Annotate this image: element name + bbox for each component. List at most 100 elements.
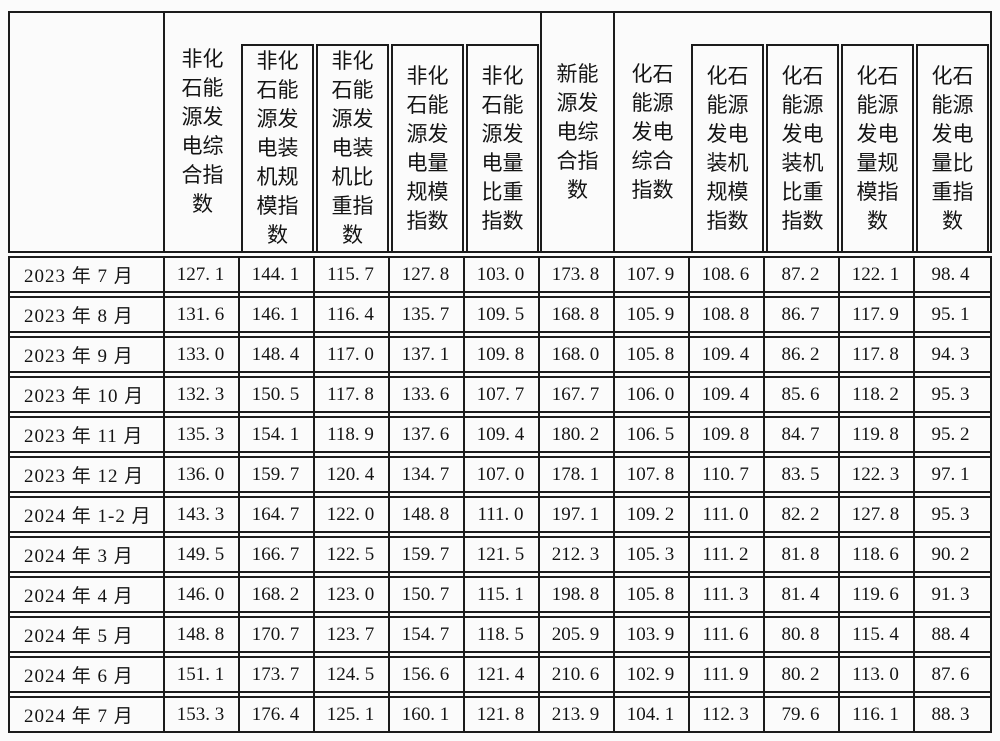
period-cell: 2024 年 4 月: [24, 586, 134, 607]
value-cell: 81. 8: [781, 543, 820, 565]
header-cell-box: 非化石能源发电量规模指数: [391, 44, 464, 251]
header-cell-box: 化石能源发电装机比重指数: [766, 44, 839, 251]
value-cell: 119. 6: [852, 583, 899, 605]
value-cell: 90. 2: [931, 543, 970, 565]
value-cell: 146. 1: [251, 303, 300, 325]
value-cell: 150. 7: [401, 583, 450, 605]
value-cell: 180. 2: [551, 423, 600, 445]
value-cell: 149. 5: [176, 543, 225, 565]
value-cell: 111. 0: [702, 503, 749, 525]
value-cell: 197. 1: [551, 503, 600, 525]
value-cell: 132. 3: [176, 383, 225, 405]
value-cell: 210. 6: [551, 663, 600, 685]
value-cell: 136. 0: [176, 463, 225, 485]
value-cell: 98. 4: [931, 263, 970, 285]
header-cell-8: 化石能源发电装机规模指数: [690, 13, 765, 251]
header-cell-label: 化石能源发电装机比重指数: [781, 63, 824, 233]
value-cell: 117. 0: [327, 343, 374, 365]
value-cell: 122. 3: [851, 463, 900, 485]
value-cell: 119. 8: [852, 423, 899, 445]
value-cell: 86. 2: [781, 343, 820, 365]
value-cell: 117. 8: [852, 343, 899, 365]
value-cell: 109. 8: [701, 423, 750, 445]
table-row-11: 2024 年 6 月 151. 1 173. 7 124. 5 156. 6 121. 4…: [8, 656, 992, 693]
value-cell: 117. 8: [327, 383, 374, 405]
column-line: [388, 256, 390, 733]
value-cell: 127. 8: [401, 263, 450, 285]
value-cell: 103. 0: [476, 263, 525, 285]
value-cell: 112. 3: [702, 703, 749, 725]
header-cell-4: 非化石能源发电量规模指数: [390, 13, 465, 251]
period-cell: 2023 年 10 月: [24, 386, 145, 407]
header-cell-box: 化石能源发电量比重指数: [916, 44, 989, 251]
header-cell-9: 化石能源发电装机比重指数: [765, 13, 840, 251]
header-cell-10: 化石能源发电量规模指数: [840, 13, 915, 251]
column-line: [763, 256, 765, 733]
table-row-2: 2023 年 8 月 131. 6 146. 1 116. 4 135. 7 109. 5…: [8, 296, 992, 333]
header-cell-box: 化石能源发电装机规模指数: [691, 44, 764, 251]
header-cell-label: 化石能源发电综合指数: [631, 61, 674, 202]
header-cell-label: 非化石能源发电综合指数: [181, 47, 224, 216]
value-cell: 166. 7: [251, 543, 300, 565]
value-cell: 176. 4: [251, 703, 300, 725]
value-cell: 156. 6: [401, 663, 450, 685]
value-cell: 148. 8: [401, 503, 450, 525]
period-cell: 2023 年 8 月: [24, 306, 134, 327]
column-line: [688, 256, 690, 733]
value-cell: 178. 1: [551, 463, 600, 485]
value-cell: 108. 8: [701, 303, 750, 325]
header-cell-2: 非化石能源发电装机规模指数: [240, 13, 315, 251]
value-cell: 109. 4: [701, 383, 750, 405]
header-cell-label: 非化石能源发电量比重指数: [481, 63, 524, 233]
value-cell: 108. 6: [701, 263, 750, 285]
column-line: [838, 256, 840, 733]
value-cell: 104. 1: [626, 703, 675, 725]
value-cell: 87. 2: [781, 263, 820, 285]
value-cell: 118. 2: [852, 383, 899, 405]
header-cell-label: 非化石能源发电装机规模指数: [256, 49, 299, 247]
table-row-1: 2023 年 7 月 127. 1 144. 1 115. 7 127. 8 103. 0…: [8, 256, 992, 293]
period-cell: 2023 年 7 月: [24, 266, 134, 287]
value-cell: 105. 8: [626, 343, 675, 365]
value-cell: 111. 3: [702, 583, 749, 605]
value-cell: 133. 0: [176, 343, 225, 365]
value-cell: 80. 8: [781, 623, 820, 645]
value-cell: 143. 3: [176, 503, 225, 525]
value-cell: 94. 3: [931, 343, 970, 365]
period-cell: 2024 年 3 月: [24, 546, 134, 567]
value-cell: 151. 1: [176, 663, 225, 685]
value-cell: 107. 0: [476, 463, 525, 485]
header-cell-3: 非化石能源发电装机比重指数: [315, 13, 390, 251]
value-cell: 95. 3: [931, 383, 970, 405]
value-cell: 167. 7: [551, 383, 600, 405]
value-cell: 87. 6: [931, 663, 970, 685]
value-cell: 153. 3: [176, 703, 225, 725]
value-cell: 111. 2: [702, 543, 749, 565]
period-cell: 2024 年 5 月: [24, 626, 134, 647]
header-band: 非化石能源发电综合指数 非化石能源发电装机规模指数 非化石能源发电装机比重指数 非化石…: [8, 11, 992, 253]
value-cell: 123. 7: [326, 623, 375, 645]
header-cell-box: 非化石能源发电装机比重指数: [316, 44, 389, 251]
value-cell: 91. 3: [931, 583, 970, 605]
value-cell: 131. 6: [176, 303, 225, 325]
value-cell: 109. 5: [476, 303, 525, 325]
value-cell: 168. 0: [551, 343, 600, 365]
value-cell: 105. 8: [626, 583, 675, 605]
index-table: 非化石能源发电综合指数 非化石能源发电装机规模指数 非化石能源发电装机比重指数 非化石…: [8, 11, 992, 733]
value-cell: 154. 7: [401, 623, 450, 645]
value-cell: 159. 7: [401, 543, 450, 565]
value-cell: 120. 4: [326, 463, 375, 485]
value-cell: 135. 3: [176, 423, 225, 445]
value-cell: 118. 6: [852, 543, 899, 565]
period-cell: 2024 年 1-2 月: [24, 506, 152, 527]
header-cell-label: 化石能源发电量比重指数: [931, 63, 974, 233]
value-cell: 105. 3: [626, 543, 675, 565]
corner-cell: [10, 13, 165, 251]
value-cell: 117. 9: [852, 303, 899, 325]
period-cell: 2023 年 12 月: [24, 466, 145, 487]
value-cell: 95. 3: [931, 503, 970, 525]
table-body: 2023 年 7 月 127. 1 144. 1 115. 7 127. 8 103. 0…: [8, 256, 992, 733]
value-cell: 159. 7: [251, 463, 300, 485]
value-cell: 150. 5: [251, 383, 300, 405]
column-line: [313, 256, 315, 733]
